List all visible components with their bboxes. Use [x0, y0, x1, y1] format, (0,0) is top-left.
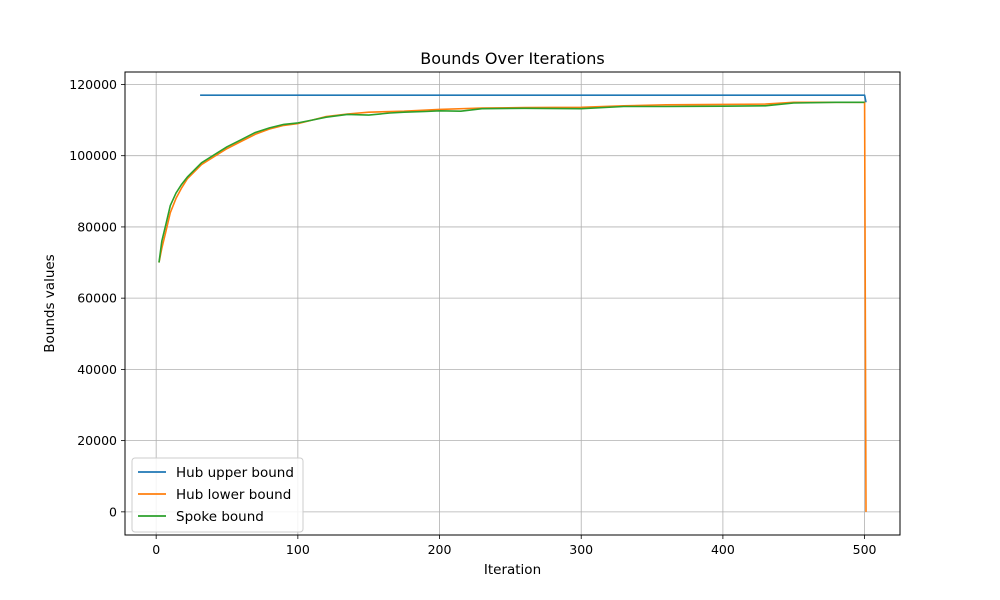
y-tick-label: 40000: [77, 362, 117, 377]
axis-ticks: 0 100 200 300 400 500 0 20000 40000 60000 80000 100…: [69, 77, 876, 557]
legend-box: [131, 457, 304, 533]
x-tick-label: 300: [569, 542, 593, 557]
x-tick-label: 200: [428, 542, 452, 557]
legend-label: Hub lower bound: [176, 487, 291, 503]
hub-upper-bound-line: [200, 94, 867, 103]
grid-lines: [125, 72, 900, 535]
x-tick-label: 0: [152, 542, 160, 557]
y-axis-label: Bounds values: [42, 254, 58, 352]
x-tick-label: 400: [711, 542, 735, 557]
y-tick-label: 0: [109, 504, 117, 519]
y-tick-label: 100000: [69, 148, 117, 163]
legend-label: Spoke bound: [176, 509, 264, 525]
y-tick-label: 120000: [69, 77, 117, 92]
legend-label: Hub upper bound: [176, 465, 294, 481]
series-lines: [158, 94, 867, 512]
x-tick-label: 100: [286, 542, 310, 557]
spoke-bound-line: [158, 101, 865, 263]
legend: Hub upper bound Hub lower bound Spoke boun…: [131, 457, 304, 533]
plot-frame: [124, 71, 901, 536]
x-axis-label: Iteration: [484, 562, 541, 578]
y-tick-label: 60000: [77, 291, 117, 306]
y-tick-label: 80000: [77, 219, 117, 234]
y-tick-label: 20000: [77, 433, 117, 448]
chart-title: Bounds Over Iterations: [420, 49, 604, 68]
x-tick-label: 500: [853, 542, 877, 557]
